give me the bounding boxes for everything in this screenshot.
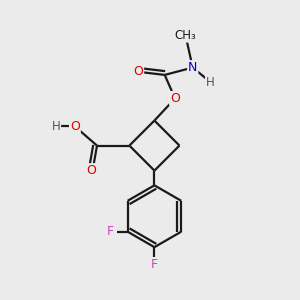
Text: H: H — [206, 76, 215, 89]
Text: O: O — [170, 92, 180, 105]
Text: F: F — [151, 258, 158, 271]
Text: F: F — [106, 225, 113, 238]
Text: CH₃: CH₃ — [175, 29, 196, 42]
Text: O: O — [86, 164, 96, 177]
Text: H: H — [51, 120, 60, 133]
Text: O: O — [133, 65, 143, 79]
Text: O: O — [70, 120, 80, 133]
Text: N: N — [188, 61, 197, 74]
